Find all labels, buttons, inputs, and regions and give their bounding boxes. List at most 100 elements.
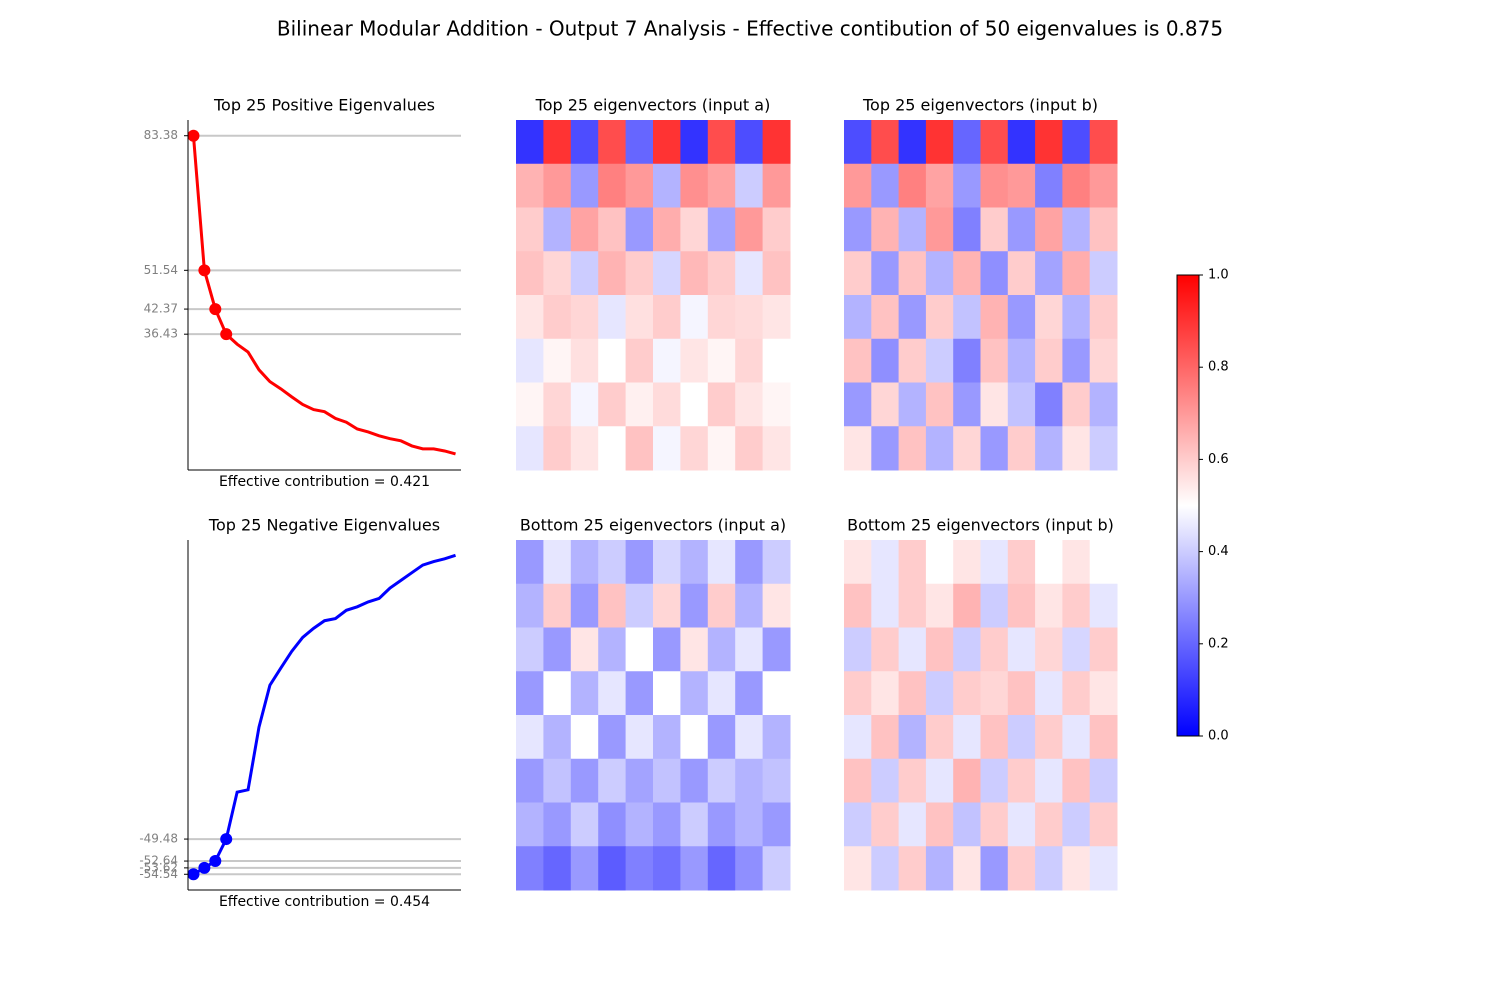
heatmap-cell <box>625 627 654 672</box>
heatmap-cell <box>980 802 1009 847</box>
heatmap-cell <box>570 758 599 803</box>
heatmap-cell <box>543 426 572 471</box>
heatmap-cell <box>680 671 709 716</box>
heatmap-cell <box>953 426 981 471</box>
heatmap-cell <box>1035 627 1063 672</box>
heatmap-cell <box>1062 207 1091 252</box>
heatmap-cell <box>871 207 900 252</box>
heatmap-cell <box>1089 207 1118 252</box>
heatmap-cell <box>735 846 764 891</box>
heatmap-cell <box>543 120 572 165</box>
heatmap-cell <box>598 583 627 628</box>
heatmap-cell <box>1089 627 1118 672</box>
heatmap-cell <box>980 163 1009 208</box>
heatmap-cell <box>570 207 599 252</box>
heatmap-cell <box>707 583 736 628</box>
subplot-title: Top 25 eigenvectors (input b) <box>862 96 1098 115</box>
heatmap-cell <box>543 671 572 716</box>
heatmap-cell <box>898 163 927 208</box>
heatmap-cell <box>680 715 709 760</box>
heatmap-cell <box>707 802 736 847</box>
colorbar-tick-label: 0.8 <box>1208 360 1229 375</box>
heatmap-cell <box>1007 671 1036 716</box>
heatmap-cell <box>844 583 872 628</box>
heatmap-cell <box>898 715 927 760</box>
heatmap-cell <box>570 715 599 760</box>
heatmap-cell <box>653 846 681 891</box>
heatmap-cell <box>1007 540 1036 585</box>
heatmap-cell <box>980 715 1009 760</box>
heatmap-cell <box>625 295 654 340</box>
heatmap-cell <box>653 251 681 296</box>
heatmap-cell <box>953 540 981 585</box>
heatmap-cell <box>871 426 900 471</box>
heatmap-cell <box>844 540 872 585</box>
heatmap-cell <box>598 715 627 760</box>
heatmap-cell <box>1062 846 1091 891</box>
heatmap-cell <box>953 251 981 296</box>
heatmap-cell <box>516 671 544 716</box>
heatmap-cell <box>653 802 681 847</box>
heatmap-cell <box>625 338 654 383</box>
heatmap-cell <box>871 338 900 383</box>
heatmap-cell <box>598 846 627 891</box>
subplot-title: Bottom 25 eigenvectors (input a) <box>520 516 786 535</box>
heatmap-cell <box>653 627 681 672</box>
heatmap-cell <box>516 163 544 208</box>
y-tick-label: 36.43 <box>144 327 178 341</box>
subplot-title: Top 25 Positive Eigenvalues <box>213 96 435 115</box>
heatmap-cell <box>598 338 627 383</box>
heatmap-cell <box>625 540 654 585</box>
heatmap-cell <box>762 295 791 340</box>
heatmap-cell <box>598 163 627 208</box>
heatmap-cell <box>953 583 981 628</box>
heatmap-cell <box>707 120 736 165</box>
marker <box>198 264 211 277</box>
heatmap-cell <box>570 251 599 296</box>
heatmap-cell <box>707 540 736 585</box>
colorbar-tick-label: 1.0 <box>1208 268 1229 283</box>
heatmap-cell <box>543 627 572 672</box>
heatmap-cell <box>543 715 572 760</box>
heatmap-cell <box>980 426 1009 471</box>
heatmap-cell <box>871 802 900 847</box>
heatmap-cell <box>1062 715 1091 760</box>
heatmap-cell <box>953 382 981 427</box>
heatmap-cell <box>680 846 709 891</box>
heatmap-cell <box>1062 583 1091 628</box>
heatmap-cell <box>762 802 791 847</box>
heatmap-cell <box>871 163 900 208</box>
marker <box>209 303 222 316</box>
heatmap-cell <box>543 540 572 585</box>
heatmap-cell <box>925 163 954 208</box>
heatmap-cell <box>570 671 599 716</box>
heatmap-cell <box>625 671 654 716</box>
heatmap-cell <box>844 163 872 208</box>
heatmap-cell <box>735 251 764 296</box>
heatmap-cell <box>1035 382 1063 427</box>
heatmap-cell <box>653 758 681 803</box>
heatmap-cell <box>762 583 791 628</box>
heatmap-cell <box>1062 671 1091 716</box>
heatmap-cell <box>735 802 764 847</box>
heatmap-cell <box>1035 758 1063 803</box>
heatmap-cell <box>735 583 764 628</box>
heatmap-cell <box>625 207 654 252</box>
heatmap-cell <box>543 846 572 891</box>
heatmap-cell <box>516 540 544 585</box>
subplot-title: Top 25 Negative Eigenvalues <box>208 516 440 535</box>
heatmap-cell <box>598 671 627 716</box>
heatmap-cell <box>1035 295 1063 340</box>
heatmap-cell <box>625 802 654 847</box>
heatmap-cell <box>1007 295 1036 340</box>
heatmap-cell <box>925 671 954 716</box>
figure-title: Bilinear Modular Addition - Output 7 Ana… <box>277 17 1223 41</box>
heatmap-cell <box>1089 426 1118 471</box>
x-axis-label: Effective contribution = 0.454 <box>219 894 430 910</box>
heatmap-cell <box>953 338 981 383</box>
heatmap-cell <box>543 163 572 208</box>
heatmap-cell <box>925 426 954 471</box>
heatmap-cell <box>516 583 544 628</box>
heatmap-cell <box>570 382 599 427</box>
